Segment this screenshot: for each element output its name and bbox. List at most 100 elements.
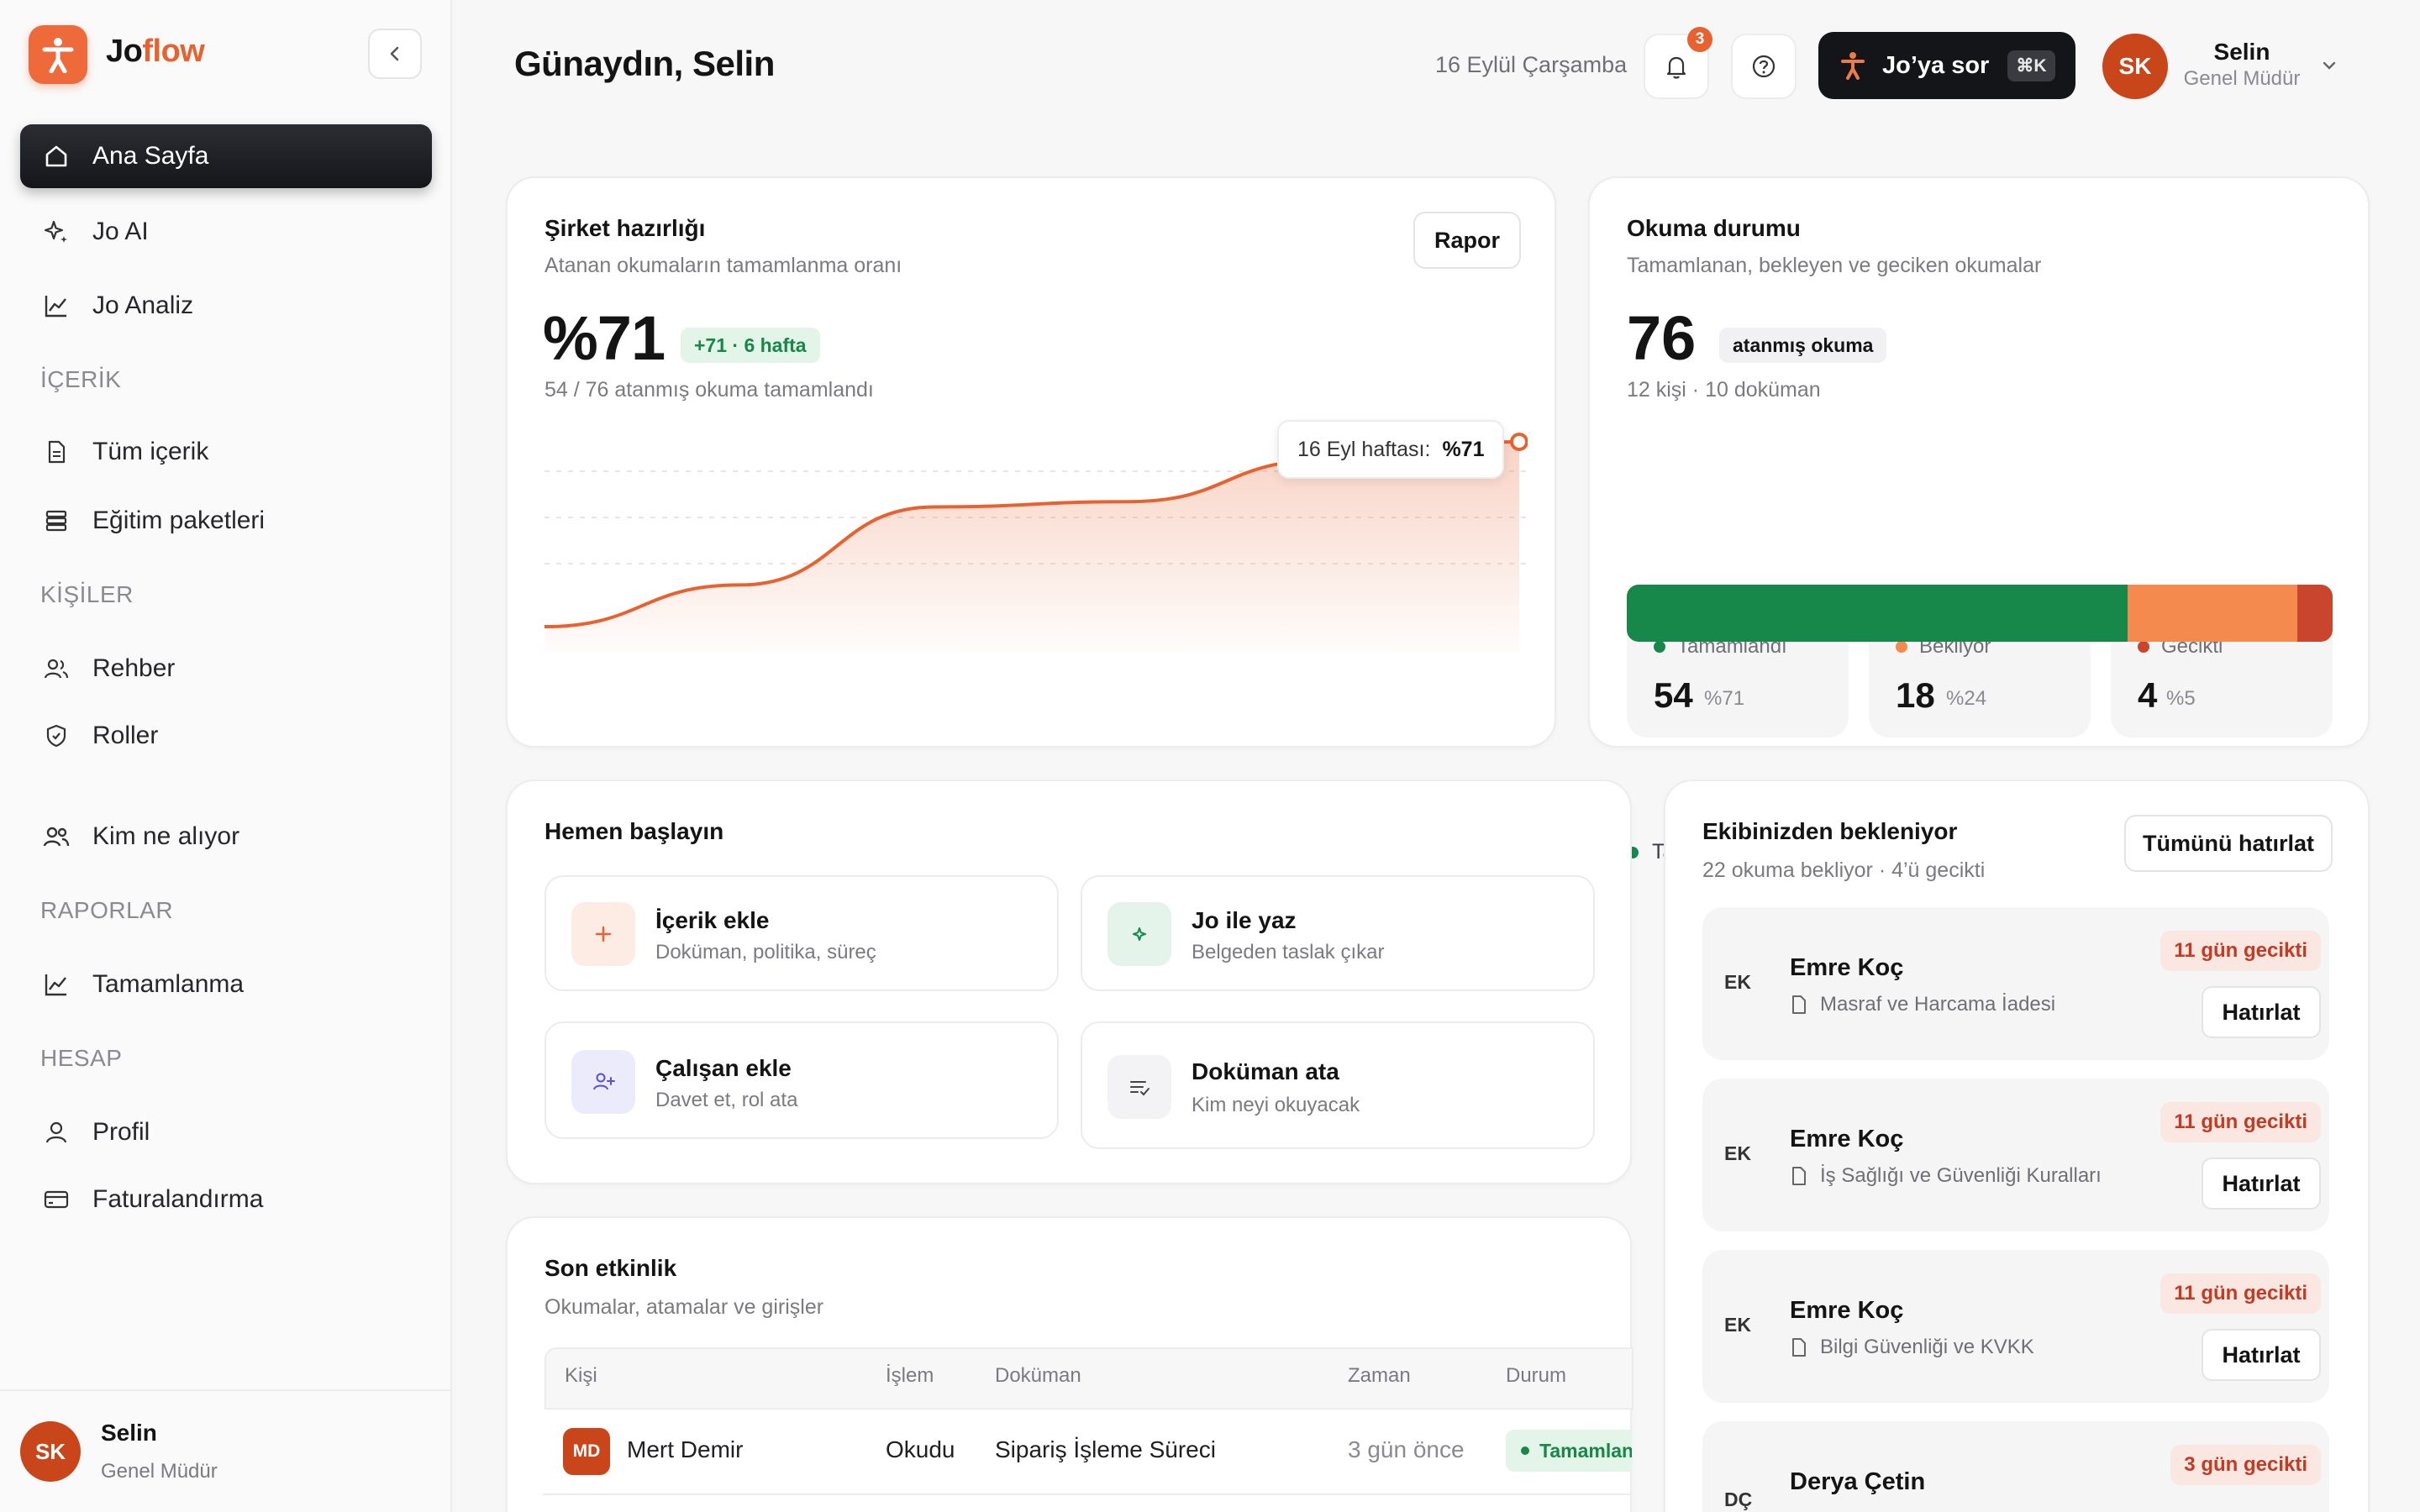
chevron-down-icon <box>2323 61 2336 70</box>
header-avatar[interactable]: SK <box>2102 34 2168 99</box>
late-badge: 11 gün gecikti <box>2160 931 2321 971</box>
section-content: İÇERİK <box>40 366 122 392</box>
sidebar-item-label: Kim ne alıyor <box>92 822 240 850</box>
card-subtitle: Okumalar, atamalar ve girişler <box>544 1295 824 1319</box>
column-header: İşlem <box>886 1364 934 1387</box>
document-icon <box>1792 1338 1806 1357</box>
status-badge: Tamamlandı <box>1506 1430 1632 1472</box>
home-icon <box>42 142 71 171</box>
plus-icon <box>571 902 635 966</box>
bar-segment <box>2128 585 2297 642</box>
bar-segment <box>1627 585 2128 642</box>
remind-all-button[interactable]: Tümünü hatırlat <box>2124 815 2333 872</box>
line-chart-icon <box>42 291 71 320</box>
section-people: KİŞİLER <box>40 581 134 607</box>
row-document: Sipariş İşleme Süreci <box>995 1436 1216 1462</box>
card-subtitle: 22 okuma bekliyor · 4’ü gecikti <box>1702 858 1986 882</box>
sidebar-item-label: Roller <box>92 722 159 749</box>
row-time: 3 gün önce <box>1348 1436 1465 1462</box>
sidebar-item-all-content[interactable]: Tüm içerik <box>20 420 432 484</box>
stat-percent: %24 <box>1946 687 1987 710</box>
logo[interactable] <box>29 25 87 84</box>
remind-button[interactable]: Hatırlat <box>2202 1158 2321 1210</box>
person-icon <box>1841 52 1865 80</box>
sidebar-item-label: Jo Analiz <box>92 291 194 319</box>
remind-button[interactable]: Hatırlat <box>2202 986 2321 1038</box>
late-badge: 11 gün gecikti <box>2160 1273 2321 1314</box>
quick-start-card: Hemen başlayın İçerik ekle Doküman, poli… <box>506 780 1632 1184</box>
readiness-value: %71 <box>543 303 666 373</box>
tile-title: İçerik ekle <box>655 907 770 933</box>
page-title: Günaydın, Selin <box>514 44 775 83</box>
sidebar-item-training-packages[interactable]: Eğitim paketleri <box>20 489 432 553</box>
help-icon <box>1752 55 1776 78</box>
sidebar-item-label: Rehber <box>92 654 176 682</box>
sidebar-item-jo-analiz[interactable]: Jo Analiz <box>20 274 432 338</box>
current-date: 16 Eylül Çarşamba <box>1435 52 1628 77</box>
chart-tooltip: 16 Eyl haftası: %71 <box>1277 420 1505 479</box>
collapse-sidebar-button[interactable] <box>368 29 422 79</box>
bell-icon <box>1666 56 1686 79</box>
reading-meta: 12 kişi · 10 doküman <box>1627 378 1821 402</box>
sidebar-item-completion[interactable]: Tamamlanma <box>20 953 432 1016</box>
sidebar-item-jo-ai[interactable]: Jo AI <box>20 200 432 264</box>
initials: DÇ <box>1724 1488 1753 1510</box>
add-employee-tile[interactable]: Çalışan ekle Davet et, rol ata <box>544 1021 1059 1139</box>
person-name: Emre Koç <box>1790 1297 1904 1324</box>
section-reports: RAPORLAR <box>40 897 174 923</box>
header-user-name: Selin <box>2213 39 2270 65</box>
person-logo-icon <box>42 38 74 73</box>
document-icon <box>1792 1167 1806 1185</box>
pending-item: EK Emre Koç İş Sağlığı ve Güvenliği Kura… <box>1702 1079 2329 1231</box>
data-point[interactable] <box>1510 433 1528 451</box>
user-menu-toggle[interactable] <box>2319 55 2339 76</box>
column-header: Durum <box>1506 1364 1567 1387</box>
total-label: atanmış okuma <box>1719 328 1887 363</box>
status-stacked-bar <box>1627 585 2333 642</box>
assign-document-tile[interactable]: Doküman ata Kim neyi okuyacak <box>1081 1021 1595 1149</box>
document-icon <box>1792 995 1806 1014</box>
chevron-left-icon <box>390 46 399 61</box>
status-label: Tamamlandı <box>1539 1439 1632 1462</box>
tile-subtitle: Kim neyi okuyacak <box>1192 1094 1360 1116</box>
help-button[interactable] <box>1731 34 1797 99</box>
card-title: Şirket hazırlığı <box>544 215 706 241</box>
add-content-tile[interactable]: İçerik ekle Doküman, politika, süreç <box>544 875 1059 991</box>
section-account: HESAP <box>40 1045 123 1071</box>
brand-name: Joflow <box>106 34 205 69</box>
pending-item: EK Emre Koç Masraf ve Harcama İadesi 11 … <box>1702 907 2329 1060</box>
person-name: Emre Koç <box>1790 954 1904 981</box>
bar-segment <box>2296 585 2333 642</box>
sidebar-item-label: Tamamlanma <box>92 970 245 998</box>
reading-status-card: Okuma durumu Tamamlanan, bekleyen ve gec… <box>1588 176 2370 864</box>
document-name: Masraf ve Harcama İadesi <box>1820 993 2056 1016</box>
remind-button[interactable]: Hatırlat <box>2202 1329 2321 1381</box>
sidebar-item-roles[interactable]: Roller <box>20 704 432 768</box>
report-button[interactable]: Rapor <box>1413 212 1521 269</box>
sidebar-item-who-gets-what[interactable]: Kim ne alıyor <box>20 805 432 869</box>
status-dot-icon <box>1521 1446 1529 1455</box>
total-readings: 76 <box>1627 303 1697 373</box>
column-header: Zaman <box>1348 1364 1411 1387</box>
red-dot-icon <box>2138 641 2149 653</box>
ask-jo-button[interactable]: Jo’ya sor ⌘K <box>1818 32 2075 99</box>
sidebar-user[interactable]: SK Selin Genel Müdür <box>0 1389 450 1512</box>
sparkle-icon <box>1107 902 1171 966</box>
sidebar-item-billing[interactable]: Faturalandırma <box>20 1168 432 1231</box>
tile-title: Doküman ata <box>1192 1058 1339 1084</box>
person-name: Derya Çetin <box>1790 1468 1926 1495</box>
sidebar-item-directory[interactable]: Rehber <box>20 637 432 701</box>
user-name: Selin <box>101 1420 157 1446</box>
stat-percent: %5 <box>2166 687 2196 710</box>
credit-card-icon <box>42 1185 71 1214</box>
write-with-jo-tile[interactable]: Jo ile yaz Belgeden taslak çıkar <box>1081 875 1595 991</box>
sidebar-item-label: Profil <box>92 1118 150 1146</box>
sidebar-item-home[interactable]: Ana Sayfa <box>20 124 432 188</box>
series-area <box>544 442 1519 652</box>
green-dot-icon <box>1654 641 1665 653</box>
sidebar-item-profile[interactable]: Profil <box>20 1100 432 1164</box>
user-plus-icon <box>571 1050 635 1114</box>
header-user-role: Genel Müdür <box>2183 67 2301 90</box>
readiness-detail: 54 / 76 atanmış okuma tamamlandı <box>544 378 874 402</box>
card-title: Okuma durumu <box>1627 215 1801 241</box>
